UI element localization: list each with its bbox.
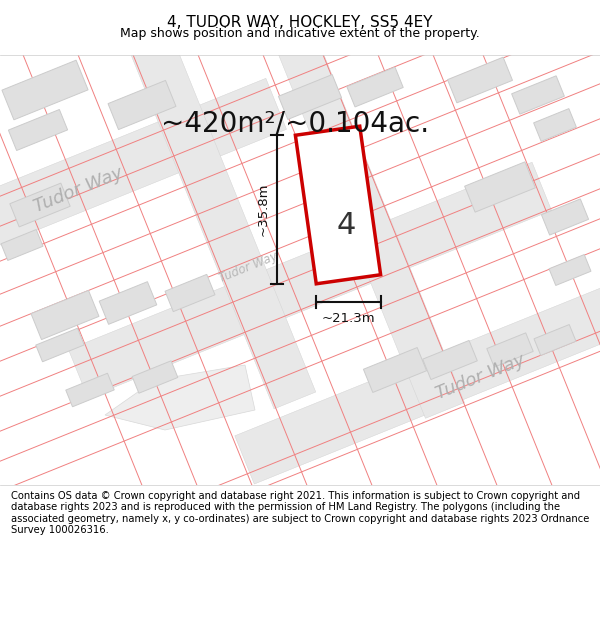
- Polygon shape: [534, 324, 576, 356]
- Polygon shape: [275, 32, 464, 418]
- Polygon shape: [0, 78, 286, 272]
- Polygon shape: [99, 282, 157, 324]
- Text: ~21.3m: ~21.3m: [322, 312, 375, 325]
- Polygon shape: [549, 254, 591, 286]
- Polygon shape: [278, 74, 341, 119]
- Polygon shape: [105, 365, 255, 430]
- Polygon shape: [36, 328, 84, 362]
- Polygon shape: [165, 274, 215, 312]
- Polygon shape: [124, 21, 316, 409]
- Polygon shape: [10, 183, 70, 227]
- Polygon shape: [68, 162, 551, 398]
- Text: Tudor Way: Tudor Way: [433, 351, 527, 403]
- Polygon shape: [8, 109, 68, 151]
- Text: ~35.8m: ~35.8m: [256, 182, 269, 236]
- Polygon shape: [66, 373, 114, 407]
- Text: Tudor Way: Tudor Way: [31, 164, 125, 216]
- Polygon shape: [295, 126, 380, 284]
- Polygon shape: [2, 60, 88, 120]
- Polygon shape: [464, 162, 535, 212]
- Text: 4: 4: [337, 211, 356, 239]
- Polygon shape: [132, 361, 178, 393]
- Polygon shape: [108, 81, 176, 129]
- Polygon shape: [448, 57, 512, 103]
- Text: Map shows position and indicative extent of the property.: Map shows position and indicative extent…: [120, 27, 480, 39]
- Text: Tudor Way: Tudor Way: [217, 249, 279, 284]
- Polygon shape: [31, 291, 99, 339]
- Text: ~420m²/~0.104ac.: ~420m²/~0.104ac.: [161, 109, 429, 137]
- Polygon shape: [235, 286, 600, 484]
- Polygon shape: [512, 76, 565, 114]
- Polygon shape: [422, 341, 478, 379]
- Polygon shape: [533, 109, 577, 141]
- Polygon shape: [487, 333, 533, 367]
- Text: 4, TUDOR WAY, HOCKLEY, SS5 4EY: 4, TUDOR WAY, HOCKLEY, SS5 4EY: [167, 16, 433, 31]
- Polygon shape: [364, 348, 427, 392]
- Polygon shape: [1, 229, 43, 261]
- Text: Contains OS data © Crown copyright and database right 2021. This information is : Contains OS data © Crown copyright and d…: [11, 491, 589, 536]
- Polygon shape: [541, 199, 589, 235]
- Polygon shape: [347, 67, 403, 107]
